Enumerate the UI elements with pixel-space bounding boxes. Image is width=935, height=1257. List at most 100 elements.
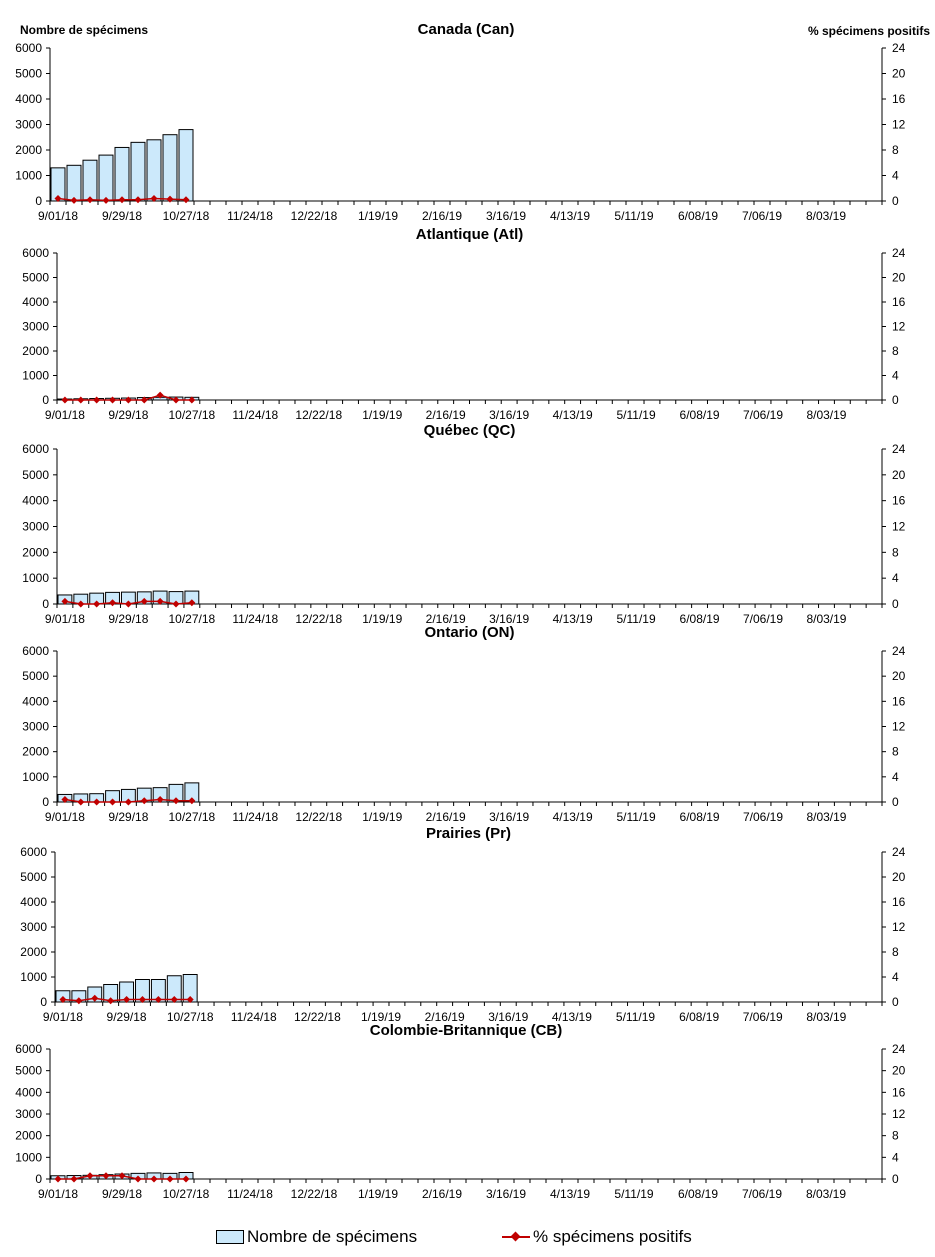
x-tick-label: 1/19/19 (361, 1010, 401, 1024)
legend-bar-swatch (216, 1230, 244, 1244)
positive-rate-point (77, 798, 85, 806)
positive-rate-point (188, 797, 196, 805)
y-right-tick-label: 20 (892, 1064, 906, 1078)
x-tick-label: 8/03/19 (806, 1187, 846, 1201)
positive-rate-point (172, 797, 180, 805)
x-tick-label: 11/24/18 (232, 408, 278, 422)
y-right-tick-label: 24 (892, 442, 906, 456)
positive-rate-point (182, 196, 190, 204)
bar (98, 154, 114, 202)
y-left-tick-label: 5000 (15, 67, 42, 81)
positive-rate-point (166, 195, 174, 203)
positive-rate-point (118, 196, 126, 204)
y-left-tick-label: 1000 (22, 571, 49, 585)
y-left-tick-label: 3000 (22, 320, 49, 334)
y-right-tick-label: 12 (892, 520, 906, 534)
y-left-tick-label: 6000 (22, 442, 49, 456)
y-right-tick-label: 12 (892, 1107, 906, 1121)
x-tick-label: 2/16/19 (422, 209, 462, 223)
y-right-tick-label: 4 (892, 369, 899, 383)
positive-rate-point (77, 600, 85, 608)
x-tick-label: 5/11/19 (614, 1187, 653, 1201)
y-left-tick-label: 6000 (22, 246, 49, 260)
bar (114, 146, 130, 202)
x-tick-label: 9/01/18 (45, 408, 85, 422)
y-right-tick-label: 8 (892, 745, 899, 759)
x-tick-label: 4/13/19 (553, 408, 593, 422)
positive-rate-point (91, 994, 99, 1002)
x-tick-label: 3/16/19 (488, 1010, 528, 1024)
y-left-tick-label: 1000 (22, 770, 49, 784)
positive-rate-point (93, 396, 101, 404)
chart-title: Colombie-Britannique (CB) (370, 1022, 563, 1039)
y-right-tick-label: 4 (892, 571, 899, 585)
y-left-tick-label: 6000 (20, 845, 47, 859)
positive-rate-point (150, 194, 158, 202)
positive-rate-point (102, 1172, 110, 1180)
positive-rate-point (182, 1175, 190, 1183)
bar (146, 139, 162, 202)
positive-rate-point (61, 396, 69, 404)
x-tick-label: 10/27/18 (168, 408, 215, 422)
x-tick-label: 12/22/18 (291, 1187, 338, 1201)
positive-rate-point (124, 396, 132, 404)
positive-rate-point (86, 196, 94, 204)
x-tick-label: 10/27/18 (163, 209, 210, 223)
x-tick-label: 4/13/19 (550, 1187, 590, 1201)
x-tick-label: 1/19/19 (362, 408, 402, 422)
y-left-tick-label: 2000 (15, 1129, 42, 1143)
y-right-tick-label: 16 (892, 694, 906, 708)
x-tick-label: 3/16/19 (489, 408, 529, 422)
y-left-tick-label: 5000 (22, 468, 49, 482)
positive-rate-point (70, 1175, 78, 1183)
positive-rate-point (156, 795, 164, 803)
chart-title: Ontario (ON) (425, 624, 515, 641)
x-tick-label: 2/16/19 (425, 1010, 465, 1024)
x-tick-label: 3/16/19 (489, 810, 529, 824)
positive-rate-point (124, 798, 132, 806)
x-tick-label: 10/27/18 (168, 810, 215, 824)
panel-2: Québec (QC) 0 1000 2000 3000 4000 5000 6000 0 4 8 1… (22, 422, 905, 626)
y-right-tick-label: 0 (892, 995, 899, 1009)
positive-rate-point (134, 196, 142, 204)
positive-rate-point (124, 600, 132, 608)
y-right-tick-label: 16 (892, 494, 906, 508)
x-tick-label: 12/22/18 (294, 1010, 341, 1024)
legend: Nombre de spécimens % spécimens positifs (0, 1222, 935, 1252)
positive-rate-point (75, 997, 83, 1005)
bar (82, 159, 98, 202)
x-tick-label: 1/19/19 (362, 612, 402, 626)
x-tick-label: 10/27/18 (163, 1187, 210, 1201)
y-right-tick-label: 4 (892, 1150, 899, 1164)
x-tick-label: 4/13/19 (550, 209, 590, 223)
x-tick-label: 2/16/19 (426, 612, 466, 626)
chart-title: Atlantique (Atl) (416, 226, 523, 243)
y-right-tick-label: 8 (892, 545, 899, 559)
x-tick-label: 2/16/19 (426, 408, 466, 422)
x-tick-label: 8/03/19 (806, 810, 846, 824)
y-left-tick-label: 5000 (22, 669, 49, 683)
x-tick-label: 3/16/19 (486, 1187, 526, 1201)
x-tick-label: 6/08/19 (679, 1010, 719, 1024)
y-left-tick-label: 2000 (20, 945, 47, 959)
positive-rate-point (140, 597, 148, 605)
positive-rate-point (118, 1172, 126, 1180)
positive-rate-point (170, 996, 178, 1003)
y-right-tick-label: 20 (892, 67, 906, 81)
x-tick-label: 9/29/18 (102, 209, 142, 223)
y-right-tick-label: 0 (892, 597, 899, 611)
y-right-tick-label: 12 (892, 320, 906, 334)
x-tick-label: 8/03/19 (806, 612, 846, 626)
positive-rate-point (188, 396, 196, 404)
y-right-tick-label: 20 (892, 271, 906, 285)
x-tick-label: 10/27/18 (167, 1010, 214, 1024)
y-left-tick-label: 2000 (15, 143, 42, 157)
x-tick-label: 9/29/18 (107, 1010, 147, 1024)
chart-title: Prairies (Pr) (426, 825, 511, 842)
chart-title: Québec (QC) (424, 422, 516, 439)
x-tick-label: 6/08/19 (678, 1187, 718, 1201)
y-left-tick-label: 0 (35, 1172, 42, 1186)
y-left-tick-label: 3000 (15, 1107, 42, 1121)
positive-rate-point (156, 597, 164, 605)
positive-rate-point (59, 996, 67, 1003)
